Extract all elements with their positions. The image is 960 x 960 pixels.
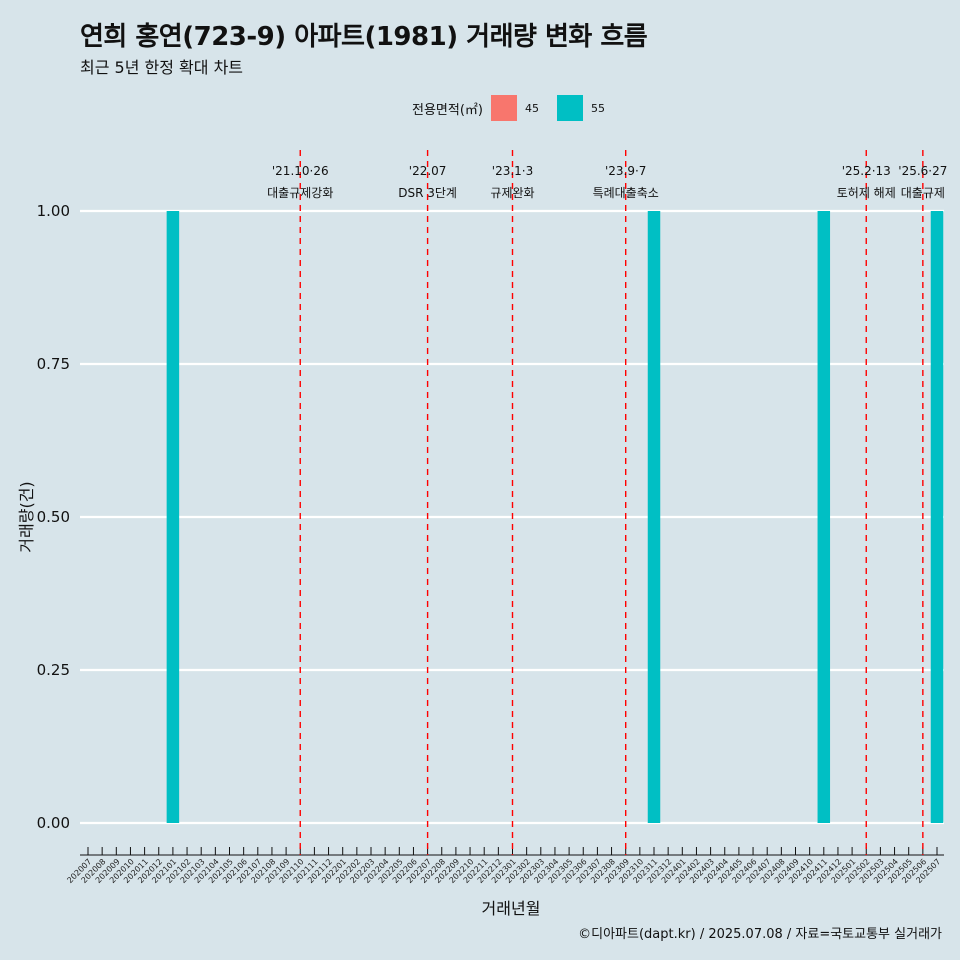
legend-label-45: 45: [524, 101, 539, 115]
y-axis-title: 거래량(건): [17, 481, 36, 552]
legend-title: 전용면적(㎡): [412, 102, 483, 118]
y-tick-label: 0.75: [37, 355, 70, 373]
event-date-label: '25.6·27: [898, 164, 947, 178]
event-name-label: 대출규제: [901, 186, 945, 200]
legend: 전용면적(㎡) 45 55: [412, 94, 623, 122]
bar-55: [817, 211, 831, 823]
bar-55: [166, 211, 180, 823]
bar-55: [647, 211, 661, 823]
y-tick-label: 0.50: [37, 508, 70, 526]
event-name-label: DSR 3단계: [398, 186, 457, 200]
legend-label-55: 55: [590, 101, 605, 115]
event-date-label: '23.9·7: [605, 164, 646, 178]
legend-key-45: [490, 95, 517, 121]
event-name-label: 규제완화: [490, 186, 534, 200]
source-caption: ©디아파트(dapt.kr) / 2025.07.08 / 자료=국토교통부 실…: [578, 927, 942, 942]
event-name-label: 특례대출축소: [593, 186, 659, 200]
y-tick-label: 0.00: [37, 814, 70, 832]
event-name-label: 토허제 해제: [837, 186, 896, 200]
event-date-label: '25.2·13: [842, 164, 891, 178]
legend-key-55: [556, 95, 583, 121]
chart-subtitle: 최근 5년 한정 확대 차트: [80, 58, 244, 77]
y-tick-label: 0.25: [37, 661, 70, 679]
event-date-label: '22.07: [409, 164, 447, 178]
y-tick-label: 1.00: [37, 202, 70, 220]
event-name-label: 대출규제강화: [267, 186, 333, 200]
x-axis-title: 거래년월: [482, 899, 541, 918]
event-date-label: '21.10·26: [272, 164, 329, 178]
bar-55: [930, 211, 944, 823]
chart-title: 연희 홍연(723-9) 아파트(1981) 거래량 변화 흐름: [80, 22, 648, 52]
event-date-label: '23.1·3: [492, 164, 533, 178]
